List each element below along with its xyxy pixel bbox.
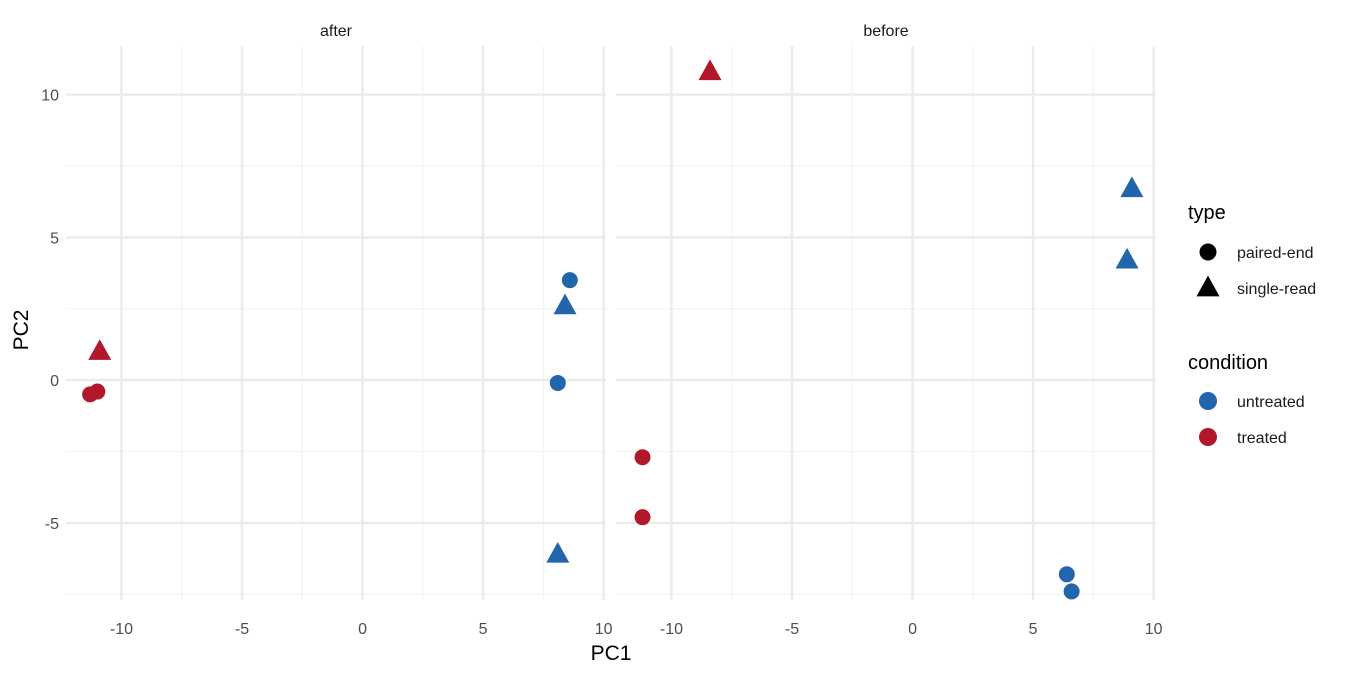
x-tick-label: 0 <box>908 621 917 638</box>
data-point-untreated-single-read <box>546 541 570 563</box>
data-point-untreated-single-read <box>1115 247 1139 269</box>
legend-type-items: paired-end single-read <box>1196 243 1316 298</box>
data-point-treated-paired-end <box>89 383 106 400</box>
y-tick-label: 5 <box>50 230 59 247</box>
facet-panels: after -10 -5 0 5 10 -5 0 5 10 before -10 -5 0 5 10 <box>41 23 1162 638</box>
x-tick-label: 10 <box>1145 621 1163 638</box>
y-tick-label: -5 <box>45 516 59 533</box>
legend: type paired-end single-read condition unt… <box>1188 202 1316 447</box>
legend-type-label: paired-end <box>1237 245 1314 262</box>
data-point-untreated-paired-end <box>1058 566 1075 583</box>
legend-type-label: single-read <box>1237 281 1316 298</box>
x-tick-label: 5 <box>1029 621 1038 638</box>
facet-strip-label: before <box>863 23 908 40</box>
legend-condition-items: untreated treated <box>1199 392 1305 447</box>
data-point-treated-paired-end <box>634 449 651 466</box>
x-tick-label: -10 <box>660 621 683 638</box>
legend-key-treated-icon <box>1199 428 1217 446</box>
x-tick-label: -5 <box>785 621 799 638</box>
x-tick-label: 5 <box>479 621 488 638</box>
data-point-treated-paired-end <box>634 509 651 526</box>
y-axis-title: PC2 <box>10 310 33 351</box>
data-point-treated-single-read <box>88 339 112 360</box>
data-point-untreated-single-read <box>1120 176 1144 198</box>
data-point-untreated-single-read <box>553 293 577 315</box>
legend-key-untreated-icon <box>1199 392 1217 410</box>
facet-strip-label: after <box>320 23 353 40</box>
data-point-treated-single-read <box>698 59 722 81</box>
legend-condition-title: condition <box>1188 352 1268 374</box>
y-tick-label: 0 <box>50 373 59 390</box>
y-tick-label: 10 <box>41 88 59 105</box>
legend-condition-label: untreated <box>1237 394 1305 411</box>
x-axis-title: PC1 <box>591 642 632 665</box>
data-point-untreated-paired-end <box>561 272 578 289</box>
facet-panel-after: after -10 -5 0 5 10 -5 0 5 10 <box>41 23 612 638</box>
x-tick-label: -5 <box>235 621 249 638</box>
data-point-untreated-paired-end <box>549 374 566 391</box>
legend-key-triangle-icon <box>1196 275 1220 297</box>
x-tick-label: 10 <box>595 621 613 638</box>
legend-type-title: type <box>1188 202 1226 224</box>
x-tick-label: 0 <box>358 621 367 638</box>
x-tick-label: -10 <box>110 621 133 638</box>
data-point-untreated-paired-end <box>1063 583 1080 600</box>
legend-condition-label: treated <box>1237 430 1287 447</box>
facet-panel-before: before -10 -5 0 5 10 <box>616 23 1163 638</box>
legend-key-circle-icon <box>1199 243 1217 261</box>
